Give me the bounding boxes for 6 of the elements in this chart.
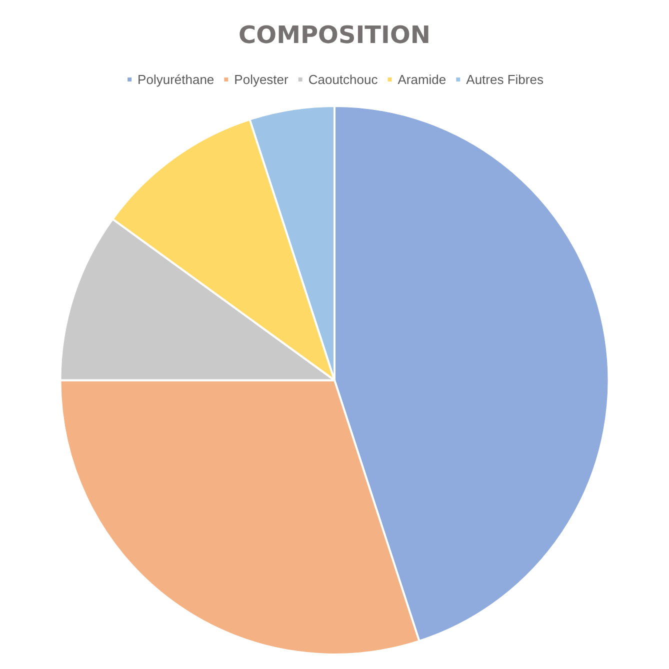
legend-label: Aramide (398, 72, 446, 87)
legend-label: Autres Fibres (466, 72, 544, 87)
legend-label: Polyester (234, 72, 290, 87)
legend-label: Polyuréthane (138, 72, 214, 87)
chart-title: COMPOSITION (238, 21, 430, 49)
legend-label: Caoutchouc (308, 72, 378, 87)
